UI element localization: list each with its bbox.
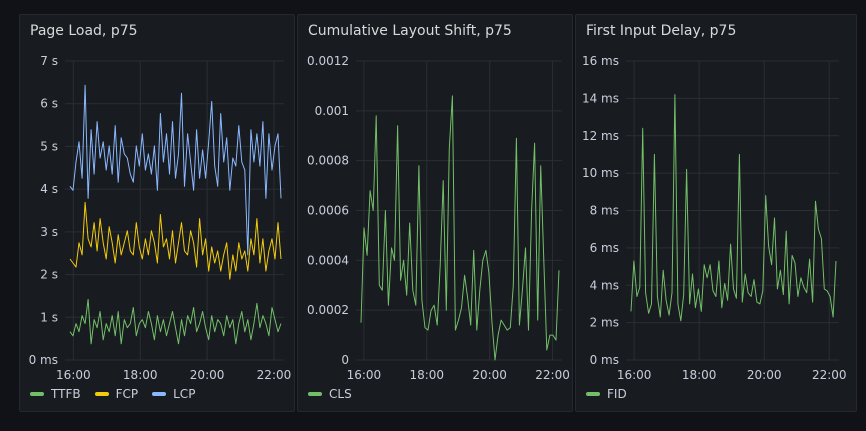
y-tick-label: 6 ms: [590, 241, 619, 255]
y-tick-label: 0.0008: [307, 154, 349, 168]
y-tick-label: 8 ms: [590, 204, 619, 218]
y-tick-label: 12 ms: [582, 129, 619, 143]
y-tick-label: 5 s: [40, 139, 58, 153]
legend-item-fcp[interactable]: FCP: [94, 387, 139, 401]
x-tick-label: 16:00: [347, 368, 382, 382]
y-tick-label: 4 s: [40, 182, 58, 196]
chart-first-input-delay: 0 ms 2 ms 4 ms 6 ms 8 ms 10 ms 12 ms 14 ms 16 ms…: [582, 54, 847, 382]
x-tick-label: 16:00: [56, 368, 91, 382]
y-tick-label: 0.0002: [307, 303, 349, 317]
series-line-fid: [630, 94, 837, 322]
legend: FID: [586, 387, 627, 401]
x-tick-label: 16:00: [617, 368, 652, 382]
y-tick-label: 0 ms: [29, 353, 58, 367]
x-tick-label: 22:00: [812, 368, 847, 382]
legend-label: LCP: [173, 387, 196, 401]
legend: CLS: [308, 387, 352, 401]
legend-swatch: [30, 392, 44, 396]
legend-item-lcp[interactable]: LCP: [152, 387, 195, 401]
x-tick-label: 20:00: [190, 368, 225, 382]
y-tick-label: 2 ms: [590, 316, 619, 330]
y-tick-label: 7 s: [40, 54, 58, 68]
y-tick-label: 1 s: [40, 310, 58, 324]
y-tick-label: 0: [341, 353, 349, 367]
y-tick-label: 0.0004: [307, 253, 349, 267]
legend-item-ttfb[interactable]: TTFB: [30, 387, 81, 401]
legend-label: FID: [607, 387, 627, 401]
legend-label: FCP: [115, 387, 139, 401]
series-line-lcp: [69, 84, 282, 256]
series-line-cls: [360, 95, 560, 361]
x-tick-label: 22:00: [257, 368, 292, 382]
legend-label: CLS: [329, 387, 352, 401]
x-tick-label: 20:00: [747, 368, 782, 382]
panel-first-input-delay[interactable]: First Input Delay, p75 0 ms 2 ms 4 ms 6 ms 8…: [575, 14, 857, 412]
panel-title: First Input Delay, p75: [586, 23, 737, 39]
legend-swatch: [308, 392, 322, 396]
y-tick-label: 10 ms: [582, 166, 619, 180]
x-tick-label: 18:00: [123, 368, 158, 382]
y-tick-label: 16 ms: [582, 54, 619, 68]
y-tick-label: 0 ms: [590, 353, 619, 367]
panel-page-load[interactable]: Page Load, p75 0 ms 1 s 2 s 3 s 4 s 5 s 6 s 7 s…: [19, 14, 295, 412]
legend-item-fid[interactable]: FID: [586, 387, 627, 401]
y-tick-label: 0.0012: [307, 54, 349, 68]
series-line-ttfb: [69, 298, 282, 345]
legend: TTFB FCP LCP: [30, 387, 195, 401]
x-tick-label: 18:00: [682, 368, 717, 382]
series-line-fcp: [69, 201, 282, 280]
y-tick-label: 14 ms: [582, 91, 619, 105]
chart-cumulative-layout-shift: 0 0.0002 0.0004 0.0006 0.0008 0.001 0.0012 16:0…: [307, 54, 570, 382]
legend-swatch: [94, 392, 109, 396]
x-tick-label: 20:00: [472, 368, 507, 382]
panel-title: Page Load, p75: [30, 23, 138, 39]
legend-swatch: [586, 392, 600, 396]
legend-swatch: [152, 392, 167, 396]
y-tick-label: 4 ms: [590, 278, 619, 292]
y-tick-label: 6 s: [40, 97, 58, 111]
x-tick-label: 18:00: [409, 368, 444, 382]
panel-title: Cumulative Layout Shift, p75: [308, 23, 512, 39]
chart-page-load: 0 ms 1 s 2 s 3 s 4 s 5 s 6 s 7 s 16:00 18:00 20:00…: [29, 54, 292, 382]
legend-label: TTFB: [51, 387, 81, 401]
y-tick-label: 2 s: [40, 268, 58, 282]
panel-cumulative-layout-shift[interactable]: Cumulative Layout Shift, p75 0 0.0002 0.00…: [297, 14, 573, 412]
legend-item-cls[interactable]: CLS: [308, 387, 352, 401]
y-tick-label: 0.0006: [307, 204, 349, 218]
x-tick-label: 22:00: [535, 368, 570, 382]
y-tick-label: 0.001: [315, 104, 349, 118]
y-tick-label: 3 s: [40, 225, 58, 239]
